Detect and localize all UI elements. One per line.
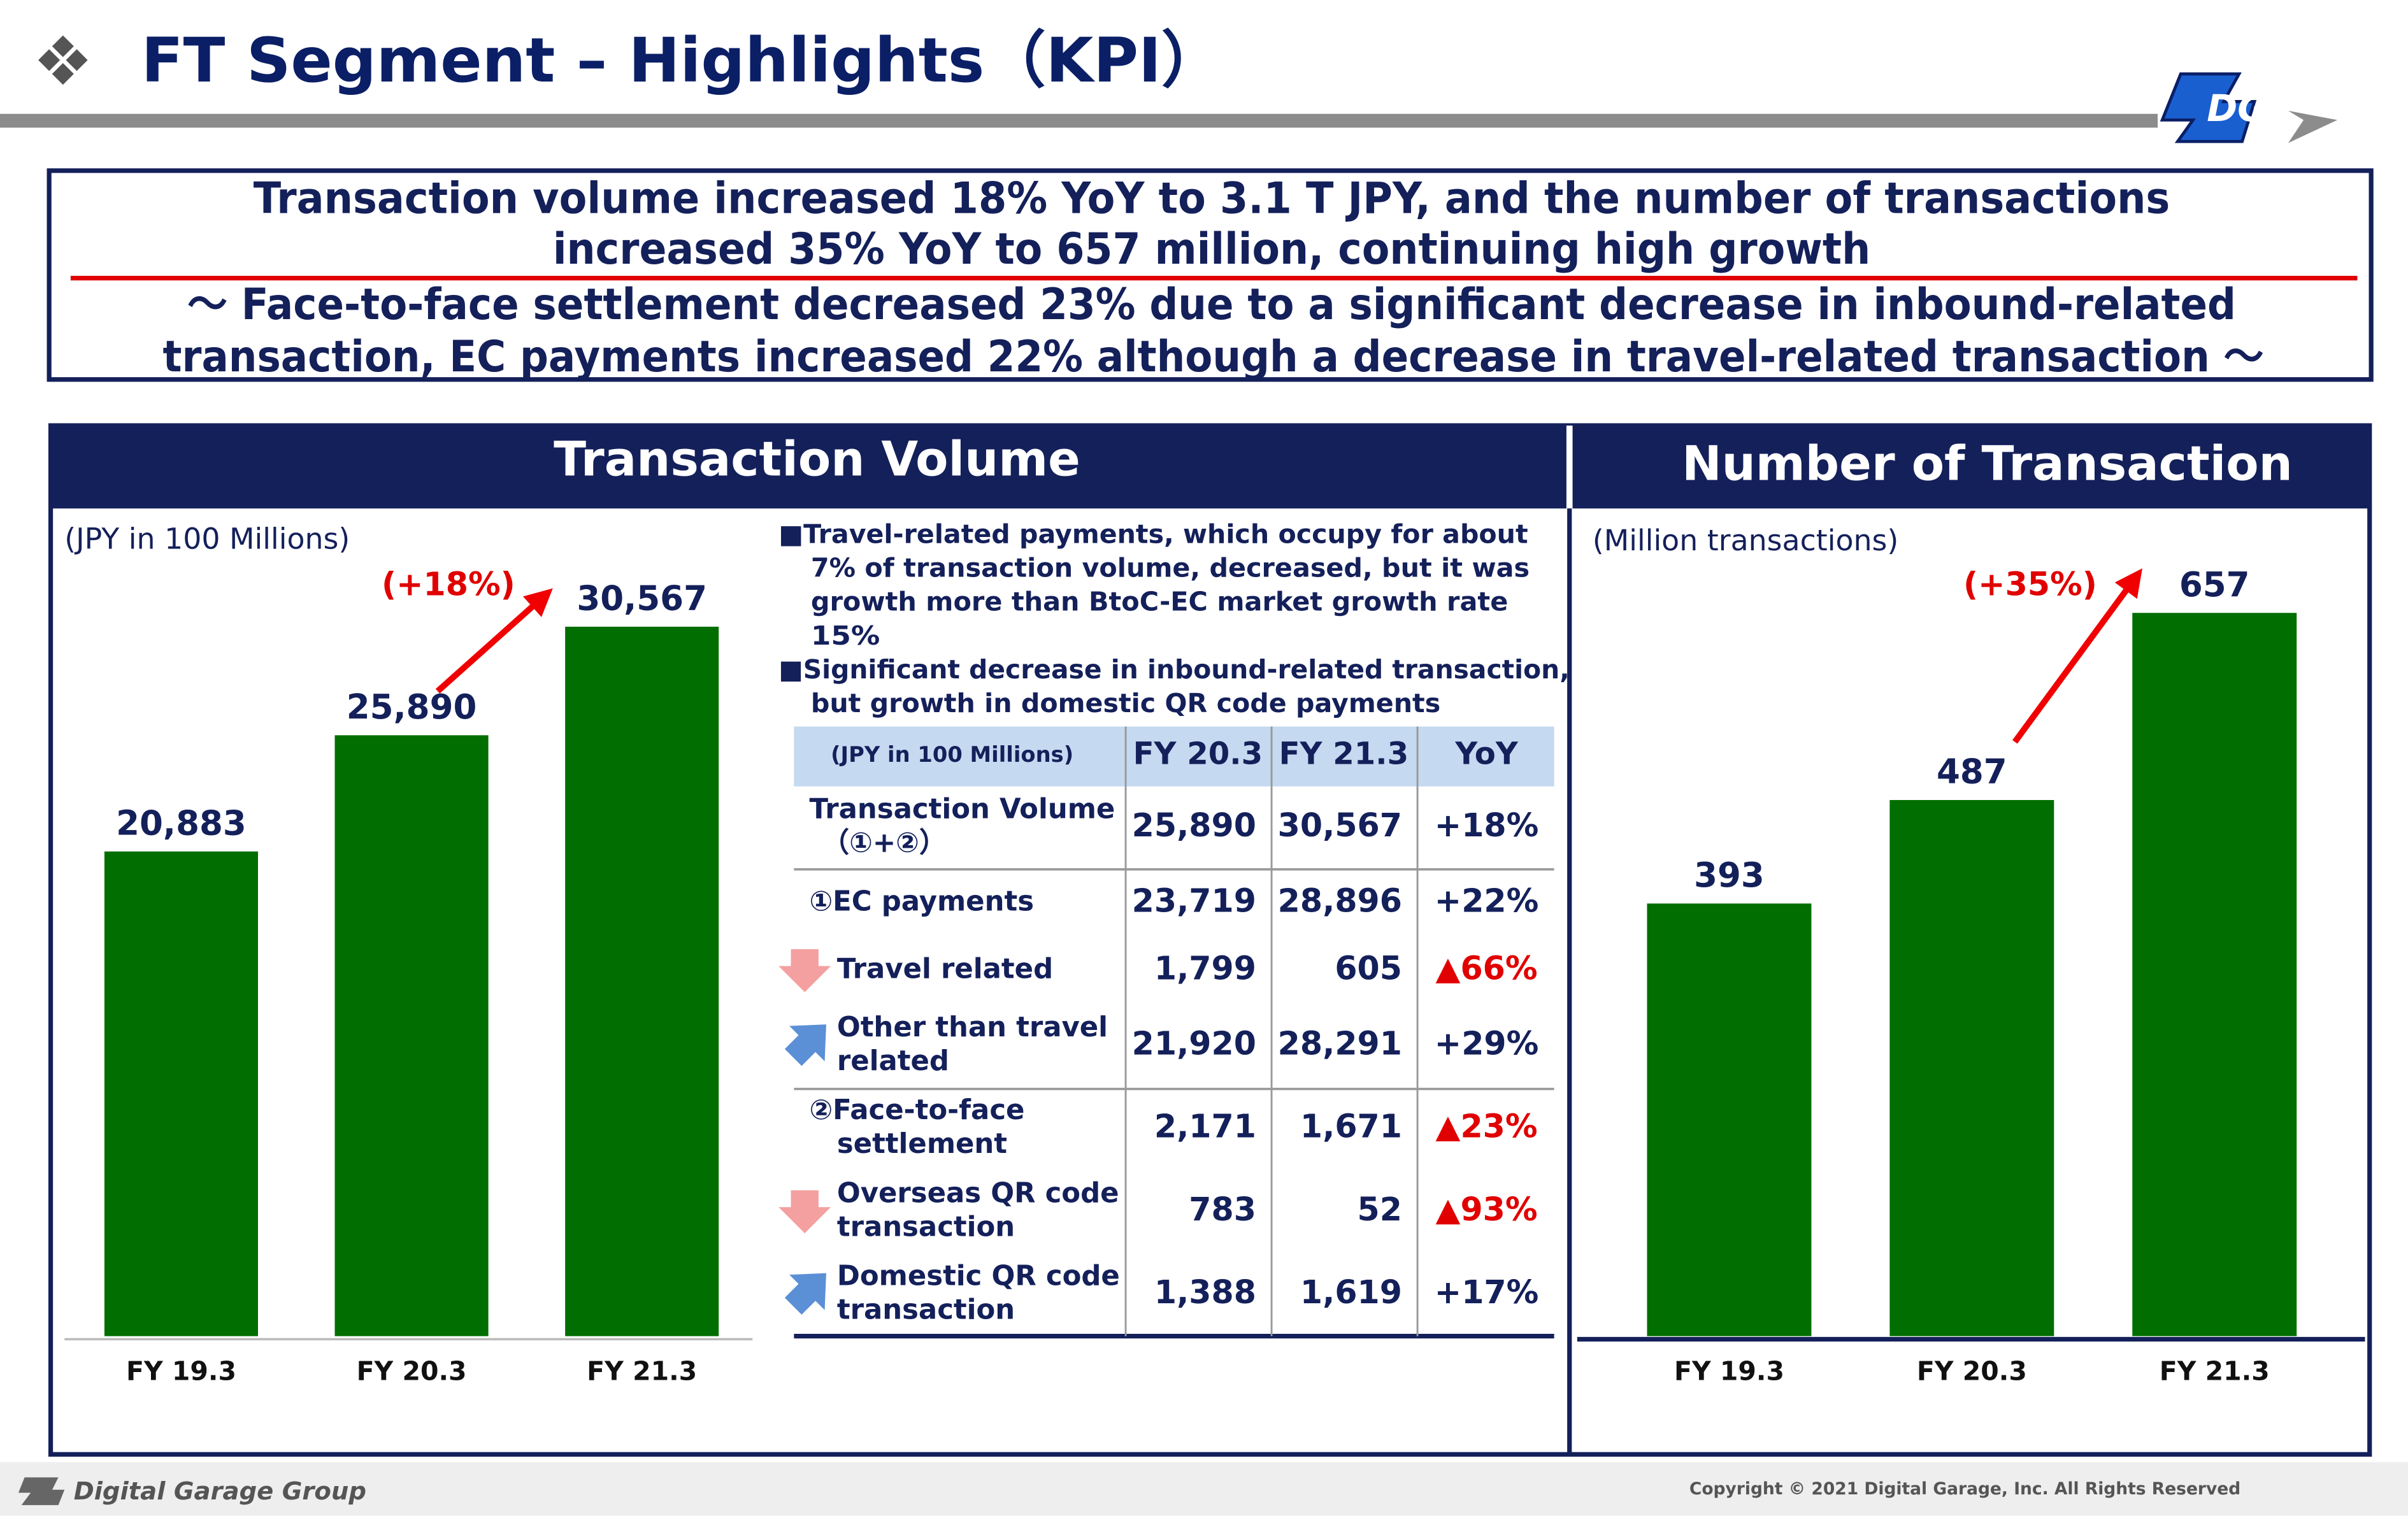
annotation: (+18%) [382,566,515,603]
x-tick-label: FY 19.3 [1674,1355,1784,1386]
trend-up-icon [784,1273,826,1315]
svg-text:DG: DG [2207,87,2268,130]
panel-title: Transaction Volume [554,431,1080,487]
bar [334,735,489,1336]
cell-yoy: ▲93% [1436,1191,1538,1228]
x-tick-label: FY 21.3 [587,1355,697,1386]
x-tick-label: FY 21.3 [2160,1355,2270,1386]
row-label: Other than travel [837,1012,1108,1043]
bar [104,851,258,1336]
headline: increased 35% YoY to 657 million, contin… [553,224,1870,274]
cell-yoy: ▲23% [1436,1108,1538,1145]
cell-yoy: +17% [1435,1273,1539,1311]
cell-yoy: ▲66% [1436,949,1538,987]
value-label: 30,567 [577,579,707,619]
footer-band [0,1462,2408,1516]
row-label: Transaction Volume [809,794,1115,826]
trend-down-icon [778,1190,831,1234]
growth-arrow [435,596,544,694]
cell: 1,388 [1154,1273,1256,1311]
cell: 28,291 [1278,1025,1402,1062]
footer-brand: Digital Garage Group [74,1477,366,1506]
headline: Transaction volume increased 18% YoY to … [254,173,2170,224]
title-rule [0,113,2158,128]
note-line: 7% of transaction volume, decreased, but… [811,553,1530,583]
value-label: 20,883 [116,803,247,843]
cell: 1,671 [1300,1108,1402,1145]
footer-copyright: Copyright © 2021 Digital Garage, Inc. Al… [1689,1479,2240,1499]
table-header: FY 21.3 [1279,736,1409,771]
table-header: (JPY in 100 Millions) [831,742,1073,767]
unit-label: (Million transactions) [1593,523,1898,557]
table-header: FY 20.3 [1133,736,1263,771]
summary-detail: ～ Face-to-face settlement decreased 23% … [187,279,2236,329]
rule-arrow [2288,110,2338,143]
cell: 30,567 [1278,806,1402,844]
row-label: ②Face-to-face [809,1094,1024,1126]
unit-label: (JPY in 100 Millions) [64,521,350,555]
note-line: but growth in domestic QR code payments [811,688,1440,719]
cell: 52 [1358,1191,1402,1228]
growth-arrow [2012,578,2136,744]
title: FT Segment – Highlights（KPI） [141,25,1223,96]
note-line: ■Travel-related payments, which occupy f… [778,519,1528,550]
arrow-head [2114,568,2142,599]
value-label: 487 [1937,752,2007,792]
cell-yoy: +22% [1435,882,1539,919]
cell: 28,896 [1278,882,1402,919]
bar [1647,903,1812,1336]
panel-title: Number of Transaction [1682,436,2293,492]
row-label: （①+②） [822,827,947,859]
panel-header [50,425,2370,509]
row-label: settlement [837,1128,1007,1160]
trend-up-icon [784,1024,826,1066]
bar [565,626,719,1336]
cell: 1,799 [1154,949,1256,987]
summary-box [47,168,2374,382]
cell: 783 [1189,1191,1256,1228]
cell: 2,171 [1154,1108,1256,1145]
table-header: YoY [1454,736,1519,771]
bar [1889,799,2054,1336]
logo: DG [2160,72,2268,143]
row-label: Domestic QR code [837,1261,1120,1292]
cell: 1,619 [1300,1273,1402,1311]
x-tick-label: FY 20.3 [357,1355,467,1386]
value-label: 657 [2179,565,2250,604]
trend-down-icon [778,949,831,992]
cell-yoy: +18% [1435,806,1539,844]
x-tick-label: FY 19.3 [126,1355,236,1386]
row-label: Travel related [837,953,1053,985]
cell: 25,890 [1132,806,1256,844]
summary-detail: transaction, EC payments increased 22% a… [163,331,2264,382]
x-tick-label: FY 20.3 [1917,1355,2027,1386]
note-line: ■Significant decrease in inbound-related… [778,654,1570,685]
row-label: Overseas QR code [837,1177,1119,1209]
value-label: 393 [1694,855,1765,895]
cell-yoy: +29% [1435,1025,1539,1062]
cell: 605 [1335,949,1402,987]
note-line: 15% [811,620,880,651]
cell: 23,719 [1132,882,1256,919]
row-label: ①EC payments [809,885,1034,917]
arrow-head [523,588,553,617]
note-line: growth more than BtoC-EC market growth r… [811,587,1508,617]
footer-logo [18,1477,65,1505]
bar [2132,613,2297,1336]
title-icon [38,35,88,85]
row-label: related [837,1045,949,1077]
cell: 21,920 [1132,1025,1256,1062]
row-label: transaction [837,1211,1015,1243]
table-header-bg [794,726,1554,787]
value-label: 25,890 [347,687,477,727]
row-label: transaction [837,1294,1015,1326]
annotation: (+35%) [1963,566,2097,603]
